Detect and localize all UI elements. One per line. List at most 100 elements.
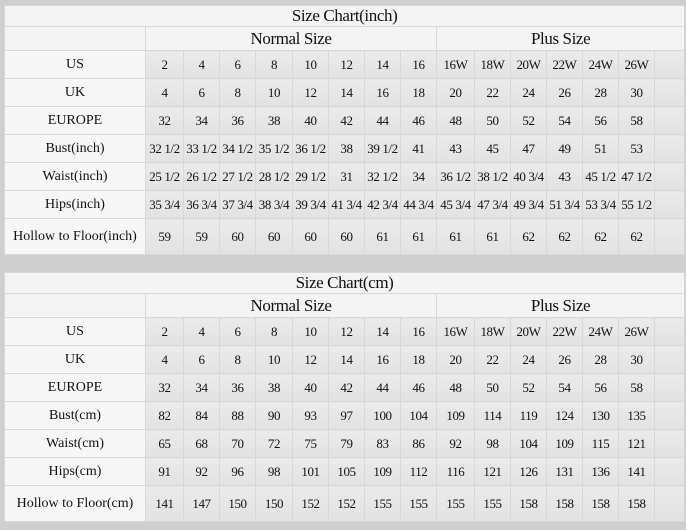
- size-cell: 152: [328, 485, 365, 522]
- size-cell: 22: [474, 345, 511, 374]
- size-cell: 62: [546, 218, 583, 255]
- size-cell: 12: [292, 78, 329, 107]
- size-cell: 109: [546, 429, 583, 458]
- size-cell: 40: [292, 373, 329, 402]
- size-cell: 115: [582, 429, 619, 458]
- size-cell: 38 1/2: [474, 162, 511, 191]
- size-cell: 16W: [436, 317, 475, 346]
- size-cell: 100: [364, 401, 401, 430]
- empty-cell: [653, 429, 686, 458]
- size-cell: 93: [292, 401, 329, 430]
- size-cell: 24: [510, 78, 547, 107]
- row-label: Bust(cm): [4, 401, 146, 430]
- size-cell: 18: [400, 345, 437, 374]
- size-cell: 112: [400, 457, 437, 486]
- size-cell: 37 3/4: [219, 190, 256, 219]
- row-label: Waist(cm): [4, 429, 146, 458]
- size-cell: 34: [183, 106, 220, 135]
- size-cell: 62: [582, 218, 619, 255]
- size-cell: 82: [145, 401, 184, 430]
- size-cell: 56: [582, 373, 619, 402]
- size-cell: 114: [474, 401, 511, 430]
- size-cell: 49: [546, 134, 583, 163]
- row-label: UK: [4, 345, 146, 374]
- size-chart-cm: Size Chart(cm) Normal Size Plus Size US 2 4 6 8…: [3, 272, 686, 522]
- size-cell: 155: [364, 485, 401, 522]
- size-cell: 4: [183, 317, 220, 346]
- size-cell: 47: [510, 134, 547, 163]
- size-cell: 83: [364, 429, 401, 458]
- size-cell: 136: [582, 457, 619, 486]
- size-cell: 92: [436, 429, 475, 458]
- size-cell: 60: [328, 218, 365, 255]
- size-cell: 36 1/2: [292, 134, 329, 163]
- size-cell: 45 1/2: [582, 162, 619, 191]
- size-cell: 98: [474, 429, 511, 458]
- corner-cell: [4, 293, 146, 318]
- empty-cell: [653, 457, 686, 486]
- size-cell: 16W: [436, 50, 475, 79]
- table-row: Waist(cm) 65 68 70 72 75 79 83 86 92 98 104 109 115 12…: [4, 429, 686, 458]
- size-cell: 62: [510, 218, 547, 255]
- size-cell: 6: [183, 345, 220, 374]
- table-row: UK 4 6 8 10 12 14 16 18 20 22 24 26 28 30: [4, 345, 686, 374]
- empty-cell: [653, 190, 686, 219]
- size-cell: 97: [328, 401, 365, 430]
- size-cell: 42 3/4: [364, 190, 401, 219]
- size-cell: 20W: [510, 50, 547, 79]
- size-cell: 18W: [474, 50, 511, 79]
- size-cell: 155: [436, 485, 475, 522]
- size-cell: 14: [328, 78, 365, 107]
- size-cell: 61: [400, 218, 437, 255]
- empty-cell: [653, 401, 686, 430]
- size-cell: 92: [183, 457, 220, 486]
- size-cell: 26 1/2: [183, 162, 220, 191]
- size-cell: 56: [582, 106, 619, 135]
- size-cell: 30: [618, 345, 655, 374]
- size-cell: 26: [546, 345, 583, 374]
- table-row: US 2 4 6 8 10 12 14 16 16W 18W 20W 22W 24W 26W: [4, 317, 686, 346]
- size-cell: 124: [546, 401, 583, 430]
- size-cell: 38: [328, 134, 365, 163]
- size-cell: 32: [145, 106, 184, 135]
- size-cell: 16: [400, 317, 437, 346]
- size-cell: 46: [400, 373, 437, 402]
- row-label: EUROPE: [4, 373, 146, 402]
- size-cell: 50: [474, 373, 511, 402]
- size-cell: 31: [328, 162, 365, 191]
- empty-cell: [653, 50, 686, 79]
- normal-size-header: Normal Size: [145, 26, 437, 51]
- size-cell: 131: [546, 457, 583, 486]
- normal-size-header: Normal Size: [145, 293, 437, 318]
- size-cell: 16: [364, 345, 401, 374]
- size-cell: 41: [400, 134, 437, 163]
- size-cell: 49 3/4: [510, 190, 547, 219]
- size-cell: 44: [364, 373, 401, 402]
- size-cell: 43: [546, 162, 583, 191]
- size-cell: 121: [618, 429, 655, 458]
- size-cell: 51: [582, 134, 619, 163]
- size-cell: 88: [219, 401, 256, 430]
- size-cell: 126: [510, 457, 547, 486]
- empty-cell: [653, 218, 686, 255]
- size-cell: 26: [546, 78, 583, 107]
- size-cell: 14: [364, 317, 401, 346]
- size-cell: 155: [474, 485, 511, 522]
- row-label: Hollow to Floor(inch): [4, 218, 146, 255]
- size-cell: 41 3/4: [328, 190, 365, 219]
- table-row: US 2 4 6 8 10 12 14 16 16W 18W 20W 22W 24W 26W: [4, 50, 686, 79]
- size-cell: 4: [145, 345, 184, 374]
- table-row: Waist(inch) 25 1/2 26 1/2 27 1/2 28 1/2 29 1/…: [4, 162, 686, 191]
- size-cell: 12: [328, 317, 365, 346]
- size-cell: 28: [582, 345, 619, 374]
- row-label: US: [4, 50, 146, 79]
- size-cell: 60: [219, 218, 256, 255]
- size-cell: 150: [255, 485, 293, 522]
- row-label: Waist(inch): [4, 162, 146, 191]
- size-cell: 6: [219, 50, 256, 79]
- table-row: Hips(inch) 35 3/4 36 3/4 37 3/4 38 3/4 39 3/4…: [4, 190, 686, 219]
- size-cell: 60: [292, 218, 329, 255]
- empty-cell: [653, 106, 686, 135]
- size-cell: 104: [510, 429, 547, 458]
- size-cell: 44: [364, 106, 401, 135]
